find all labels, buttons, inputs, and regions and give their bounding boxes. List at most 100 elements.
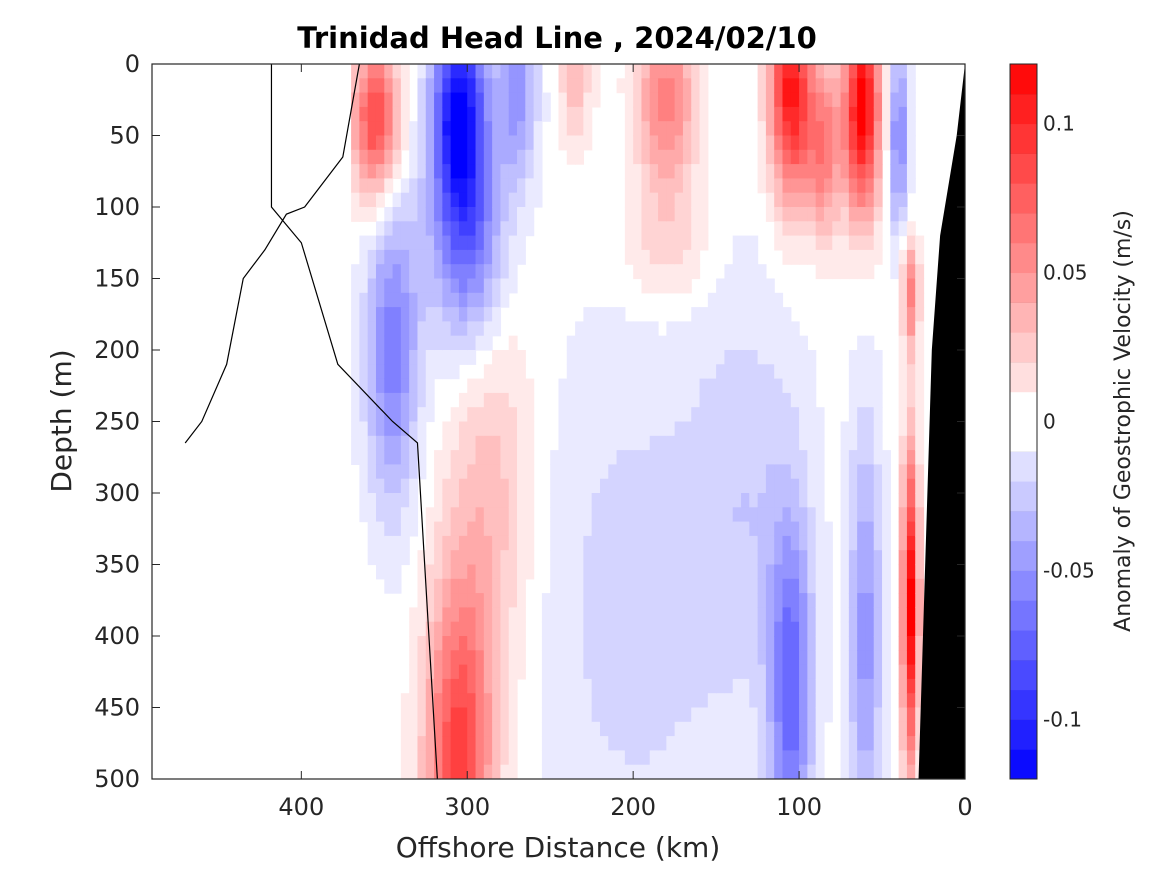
- heatmap-cell: [467, 564, 477, 580]
- heatmap-cell: [699, 307, 709, 322]
- heatmap-cell: [434, 264, 443, 280]
- heatmap-cell: [599, 535, 609, 551]
- heatmap-cell: [790, 364, 800, 380]
- heatmap-cell: [658, 121, 667, 137]
- heatmap-cell: [649, 507, 659, 523]
- heatmap-cell: [641, 521, 651, 537]
- heatmap-cell: [550, 650, 560, 666]
- heatmap-cell: [716, 521, 726, 537]
- heatmap-cell: [823, 636, 833, 651]
- heatmap-cell: [832, 207, 842, 222]
- heatmap-cell: [682, 693, 692, 709]
- heatmap-cell: [467, 149, 477, 165]
- heatmap-cell: [633, 435, 643, 451]
- heatmap-cell: [425, 764, 435, 779]
- heatmap-cell: [790, 321, 800, 337]
- heatmap-cell: [500, 264, 510, 280]
- heatmap-cell: [599, 607, 609, 623]
- heatmap-cell: [367, 464, 377, 480]
- heatmap-cell: [508, 521, 518, 537]
- heatmap-cell: [658, 207, 667, 222]
- heatmap-cell: [434, 350, 443, 365]
- heatmap-cell: [774, 664, 784, 680]
- heatmap-cell: [434, 135, 443, 151]
- heatmap-cell: [558, 407, 568, 423]
- heatmap-cell: [442, 693, 452, 709]
- heatmap-cell: [525, 178, 535, 194]
- heatmap-cell: [782, 564, 792, 580]
- heatmap-cell: [450, 478, 460, 494]
- heatmap-cell: [890, 64, 900, 79]
- heatmap-cell: [799, 521, 808, 537]
- heatmap-cell: [425, 192, 435, 208]
- heatmap-cell: [873, 750, 883, 766]
- heatmap-cell: [467, 392, 477, 408]
- heatmap-cell: [757, 264, 767, 280]
- heatmap-cell: [375, 164, 385, 179]
- heatmap-cell: [467, 264, 477, 280]
- heatmap-cell: [500, 178, 510, 194]
- colorbar-swatch: [1010, 361, 1037, 393]
- heatmap-cell: [508, 535, 518, 551]
- heatmap-cell: [425, 278, 435, 294]
- heatmap-cell: [649, 664, 659, 680]
- heatmap-cell: [458, 521, 468, 537]
- heatmap-cell: [425, 292, 435, 308]
- heatmap-cell: [857, 550, 867, 566]
- heatmap-cell: [674, 178, 684, 194]
- heatmap-cell: [500, 378, 510, 394]
- heatmap-cell: [450, 450, 460, 465]
- heatmap-cell: [682, 135, 692, 151]
- heatmap-cell: [384, 493, 394, 508]
- heatmap-cell: [898, 435, 908, 451]
- heatmap-cell: [898, 135, 908, 151]
- heatmap-cell: [857, 164, 867, 179]
- heatmap-cell: [848, 178, 858, 194]
- colorbar-swatch: [1010, 659, 1037, 691]
- heatmap-cell: [566, 721, 576, 737]
- heatmap-cell: [351, 64, 360, 79]
- heatmap-cell: [898, 421, 908, 437]
- heatmap-cell: [873, 578, 883, 594]
- heatmap-cell: [898, 736, 908, 751]
- heatmap-cell: [624, 178, 634, 194]
- heatmap-cell: [699, 593, 709, 608]
- heatmap-cell: [724, 721, 734, 737]
- heatmap-cell: [649, 207, 659, 222]
- heatmap-cell: [799, 593, 808, 608]
- heatmap-cell: [774, 693, 784, 709]
- heatmap-cell: [757, 507, 767, 523]
- heatmap-cell: [483, 192, 493, 208]
- y-tick-label: 450: [94, 694, 140, 722]
- heatmap-cell: [434, 650, 443, 666]
- heatmap-cell: [774, 321, 784, 337]
- colorbar-swatch: [1010, 540, 1037, 571]
- heatmap-cell: [906, 478, 916, 494]
- heatmap-cell: [724, 335, 734, 351]
- heatmap-cell: [417, 664, 427, 680]
- heatmap-cell: [674, 607, 684, 623]
- heatmap-cell: [857, 750, 867, 766]
- heatmap-cell: [575, 736, 584, 751]
- heatmap-cell: [873, 636, 883, 651]
- heatmap-cell: [392, 407, 402, 423]
- heatmap-cell: [857, 149, 867, 165]
- heatmap-cell: [898, 392, 908, 408]
- heatmap-cell: [823, 235, 833, 251]
- heatmap-cell: [400, 750, 410, 766]
- heatmap-cell: [641, 564, 651, 580]
- heatmap-cell: [392, 278, 402, 294]
- heatmap-cell: [434, 221, 443, 237]
- heatmap-cell: [815, 464, 825, 480]
- x-axis-label: Offshore Distance (km): [396, 831, 721, 864]
- heatmap-cell: [508, 92, 518, 108]
- heatmap-cell: [500, 278, 510, 294]
- heatmap-cell: [450, 535, 460, 551]
- heatmap-cell: [409, 221, 419, 237]
- heatmap-cell: [757, 607, 767, 623]
- heatmap-cell: [782, 764, 792, 779]
- heatmap-cell: [857, 350, 867, 365]
- heatmap-cell: [674, 392, 684, 408]
- heatmap-cell: [458, 235, 468, 251]
